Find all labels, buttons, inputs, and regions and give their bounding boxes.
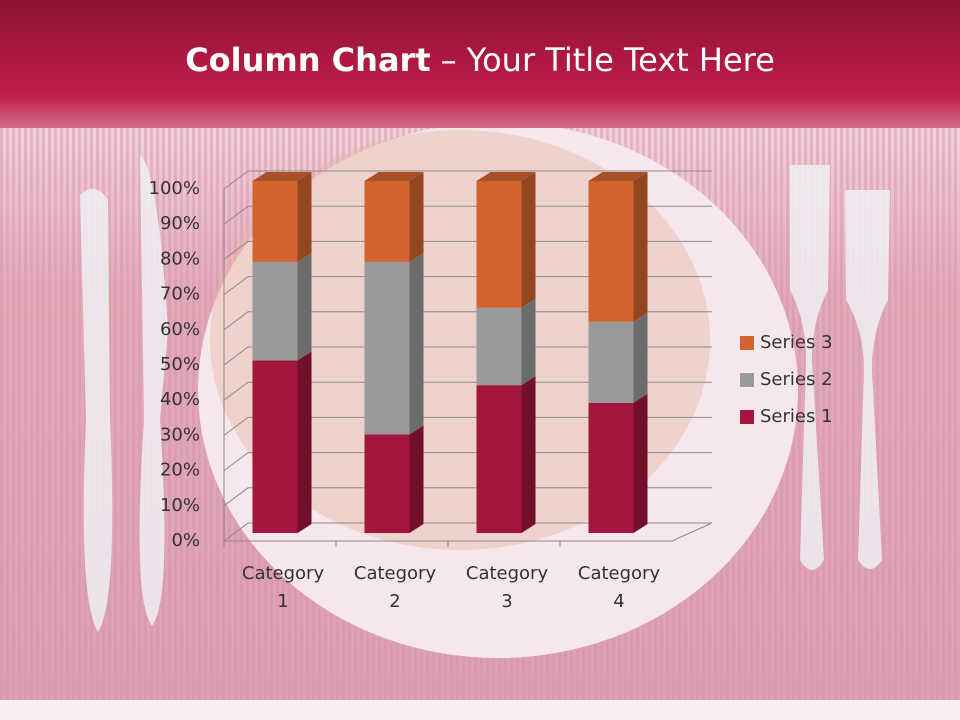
bar-side — [409, 425, 424, 533]
y-tick-label: 100% — [149, 178, 200, 199]
grid-line — [223, 240, 712, 260]
bar-side — [409, 172, 424, 262]
grid-line — [223, 346, 712, 366]
title-rest: – Your Title Text Here — [441, 41, 775, 79]
legend-label: Series 2 — [760, 369, 833, 390]
grid-line — [223, 487, 712, 507]
x-tick-label: Category 2 — [353, 563, 437, 612]
y-tick-label: 90% — [160, 213, 200, 234]
y-tick-label: 20% — [160, 460, 200, 481]
bar — [476, 385, 522, 533]
grid-line — [223, 276, 712, 295]
grid-line — [223, 311, 712, 331]
grid-line — [223, 381, 712, 401]
bar — [364, 261, 410, 435]
knife — [80, 188, 113, 633]
bar — [476, 307, 522, 386]
bar-side — [297, 172, 312, 262]
legend-swatch — [740, 373, 754, 387]
bar — [588, 181, 634, 322]
bar — [364, 434, 410, 533]
bar — [364, 181, 410, 262]
grid-line — [223, 205, 712, 225]
fork — [845, 190, 890, 569]
x-tick-label: Category 3 — [465, 563, 549, 612]
x-tick-label: Category 4 — [577, 563, 661, 612]
bar-side — [297, 252, 312, 361]
y-tick-label: 50% — [160, 354, 200, 375]
title-bar — [0, 0, 960, 128]
y-tick-label: 10% — [160, 495, 200, 516]
bar-top — [252, 172, 312, 181]
bar — [476, 181, 522, 308]
title-bold: Column Chart — [185, 41, 430, 79]
bar-side — [633, 312, 648, 403]
bar-side — [521, 376, 536, 533]
x-tick-label: Category 1 — [241, 563, 325, 612]
knife — [139, 155, 168, 626]
food — [210, 130, 710, 550]
grid-line — [223, 522, 712, 542]
y-tick-label: 0% — [171, 530, 200, 551]
bar-side — [409, 252, 424, 435]
legend-label: Series 1 — [760, 406, 833, 427]
bar — [588, 321, 634, 403]
y-tick-label: 70% — [160, 284, 200, 305]
bar-top — [364, 172, 424, 181]
bar — [252, 181, 298, 262]
grid-line — [223, 170, 712, 190]
fork — [790, 165, 830, 570]
grid-line — [223, 452, 712, 471]
bar-side — [633, 393, 648, 533]
y-tick-label: 30% — [160, 424, 200, 445]
legend-swatch — [740, 410, 754, 424]
bar-top — [588, 172, 648, 181]
legend-swatch — [740, 336, 754, 350]
bar-top — [476, 172, 536, 181]
legend-label: Series 3 — [760, 332, 833, 353]
y-tick-label: 40% — [160, 389, 200, 410]
grid-line — [223, 416, 712, 436]
bar — [588, 402, 634, 533]
chart-title: Column Chart – Your Title Text Here — [185, 41, 775, 79]
y-tick-label: 60% — [160, 319, 200, 340]
bar-side — [521, 172, 536, 308]
bar — [252, 360, 298, 533]
bar-side — [297, 351, 312, 533]
floor-edge — [224, 522, 713, 542]
bar-side — [521, 298, 536, 386]
y-tick-label: 80% — [160, 248, 200, 269]
bar — [252, 261, 298, 361]
bar-side — [633, 172, 648, 322]
